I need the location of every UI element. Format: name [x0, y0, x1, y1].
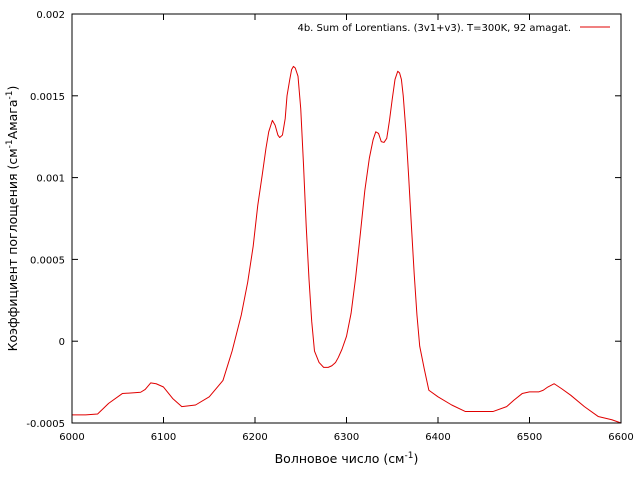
y-tick-label: 0.0005	[30, 255, 65, 266]
y-tick-label: 0.002	[36, 10, 65, 21]
x-tick-label: 6400	[425, 432, 450, 443]
x-tick-label: 6300	[334, 432, 359, 443]
y-axis-title: Коэффициент поглощения (см-1Амага-1)	[5, 86, 20, 352]
legend: 4b. Sum of Lorentians. (3v1+v3). T=300K,…	[297, 23, 610, 34]
x-tick-label: 6600	[608, 432, 633, 443]
y-axis-title-sup-1: -1	[5, 139, 15, 148]
series-line-sum-of-lorentians	[72, 65, 622, 424]
legend-label: 4b. Sum of Lorentians. (3v1+v3). T=300K,…	[297, 23, 571, 34]
x-axis-title-sup: -1	[405, 451, 414, 461]
x-tick-label: 6500	[517, 432, 542, 443]
x-tick-label: 6200	[242, 432, 267, 443]
x-tick-label: 6100	[151, 432, 176, 443]
y-axis-title-end: )	[5, 86, 20, 91]
x-axis-title: Волновое число (см-1)	[275, 451, 419, 466]
y-tick-label: 0	[59, 337, 65, 348]
y-axis-title-main: Коэффициент поглощения (см	[5, 148, 20, 351]
plot-frame	[71, 13, 622, 424]
y-axis-title-mid: Амага	[5, 99, 20, 139]
axis-tick-labels: 6000 6100 6200 6300 6400 6500 6600 -0.0005 0 0.00…	[26, 10, 633, 443]
y-tick-label: -0.0005	[26, 419, 65, 430]
y-axis-title-sup-2: -1	[5, 90, 15, 99]
x-tick-label: 6000	[59, 432, 84, 443]
y-tick-label: 0.0015	[30, 92, 65, 103]
y-tick-label: 0.001	[36, 174, 65, 185]
x-axis-title-end: )	[413, 451, 418, 466]
x-axis-title-main: Волновое число (см	[275, 451, 405, 466]
